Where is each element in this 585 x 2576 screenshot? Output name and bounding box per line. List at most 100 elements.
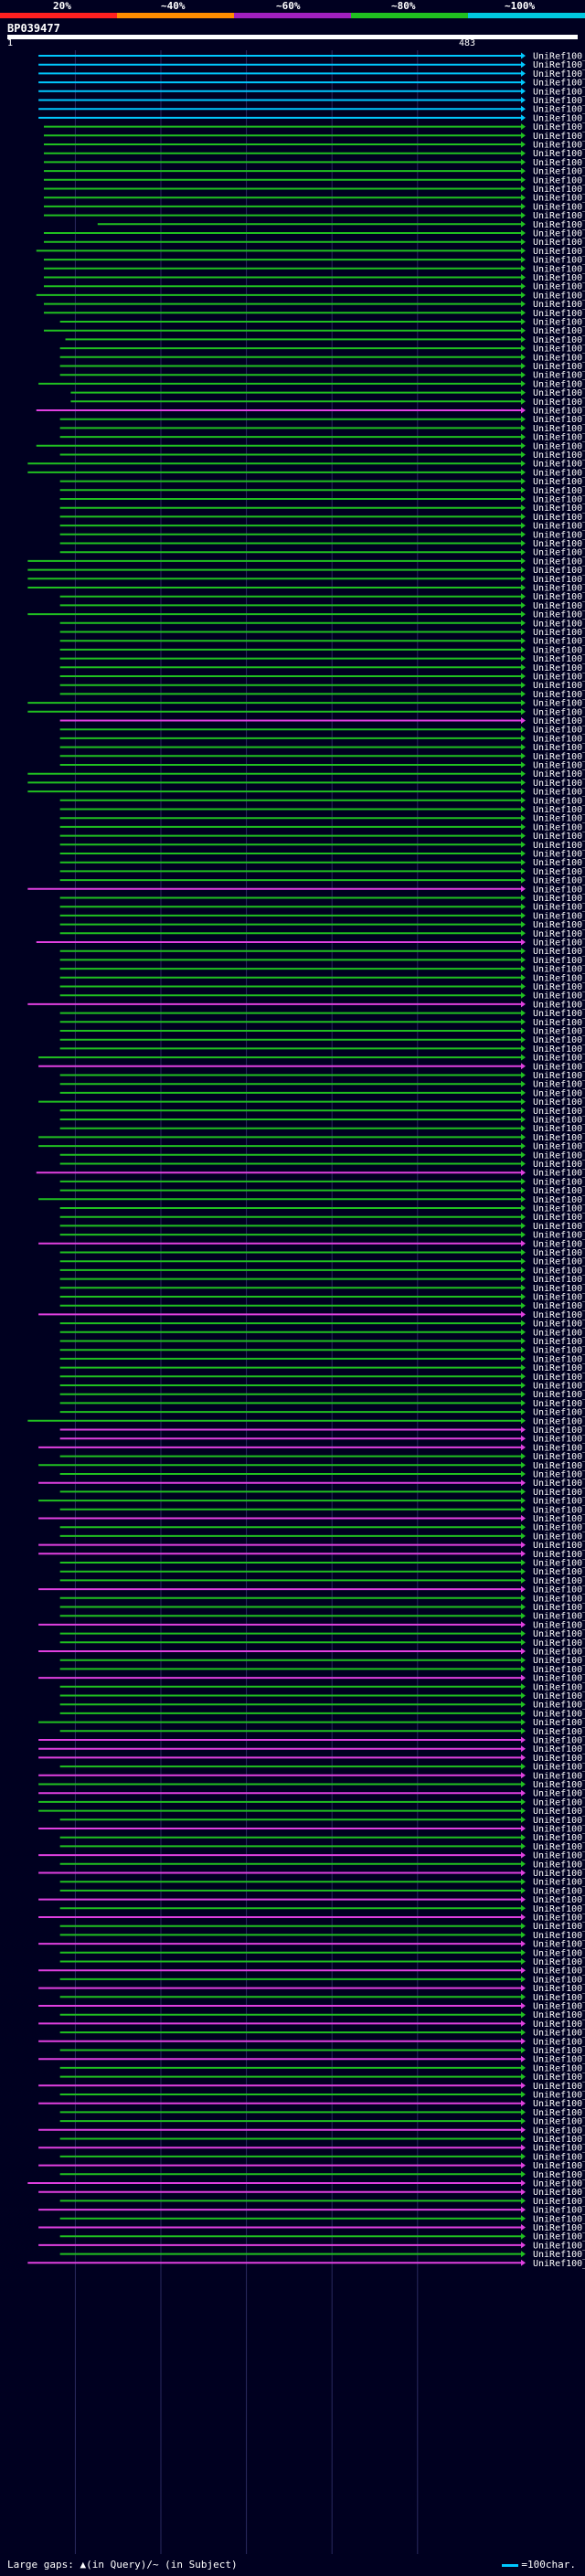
hit-label[interactable]: UniRef100_Q74H19 <box>533 1860 585 1870</box>
hit-label[interactable]: UniRef100_C0W9C8 <box>533 2250 585 2260</box>
hit-label[interactable]: UniRef100_C4A6S2 <box>533 1612 585 1622</box>
hit-label[interactable]: UniRef100_Q1IMK6 <box>533 1869 585 1879</box>
hit-label[interactable]: UniRef100_C4Z738 <box>533 814 585 824</box>
hit-label[interactable]: UniRef100_D0DS71 <box>533 2206 585 2216</box>
hit-label[interactable]: UniRef100_B6L4E1 <box>533 2259 585 2269</box>
hit-label[interactable]: UniRef100_Q9X2K1 <box>533 956 585 966</box>
hit-label[interactable]: UniRef100_C7HUZ2 <box>533 1576 585 1586</box>
hit-label[interactable]: UniRef100_A1ZJ23 <box>533 566 585 576</box>
hit-label[interactable]: UniRef100_O22875 <box>533 96 585 106</box>
hit-label[interactable]: UniRef100_C4E1E3 <box>533 309 585 319</box>
hit-label[interactable]: UniRef100_C5XXS9 <box>533 149 585 159</box>
hit-label[interactable]: UniRef100_A5TRW5 <box>533 1301 585 1311</box>
hit-label[interactable]: UniRef100_C4RCF8 <box>533 1825 585 1835</box>
hit-label[interactable]: UniRef100_A1WKS2 <box>533 2188 585 2198</box>
hit-label[interactable]: UniRef100_C2E4C1 <box>533 1363 585 1373</box>
hit-label[interactable]: UniRef100_C8VQE6 <box>533 1523 585 1533</box>
hit-label[interactable]: UniRef100_C7MRH3 <box>533 822 585 832</box>
hit-label[interactable]: UniRef100_Q8RFG2 <box>533 486 585 496</box>
hit-label[interactable]: UniRef100_Q2RM65 <box>533 734 585 744</box>
hit-label[interactable]: UniRef100_B1Z078 <box>533 1789 585 1799</box>
hit-label[interactable]: UniRef100_B1YNW1 <box>533 1443 585 1453</box>
hit-label[interactable]: UniRef100_Q5L7L5 <box>533 345 585 355</box>
hit-label[interactable]: UniRef100_B1IH07 <box>533 530 585 540</box>
hit-label[interactable]: UniRef100_UPI000... <box>533 2170 585 2180</box>
hit-label[interactable]: UniRef100_Q9R539 <box>533 1416 585 1426</box>
hit-label[interactable]: UniRef100_C8PT94 <box>533 2223 585 2233</box>
hit-label[interactable]: UniRef100_UPI000... <box>533 388 585 398</box>
hit-label[interactable]: UniRef100_A9DQC3 <box>533 1408 585 1418</box>
hit-label[interactable]: UniRef100_Q9M114 <box>533 87 585 97</box>
hit-label[interactable]: UniRef100_A3V5F3 <box>533 1239 585 1249</box>
hit-label[interactable]: UniRef100_C6DYE2 <box>533 1497 585 1507</box>
hit-label[interactable]: UniRef100_B8GTG4 <box>533 1878 585 1888</box>
hit-label[interactable]: UniRef100_B1XYZ4 <box>533 1124 585 1134</box>
hit-label[interactable]: UniRef100_C8WYT5 <box>533 1000 585 1010</box>
hit-label[interactable]: UniRef100_A9AAE2 <box>533 965 585 975</box>
hit-label[interactable]: UniRef100_Q1Q5K3 <box>533 1169 585 1179</box>
hit-label[interactable]: UniRef100_Q6VEZ9 <box>533 1373 585 1383</box>
hit-label[interactable]: UniRef100_Q9EY16 <box>533 601 585 611</box>
hit-label[interactable]: UniRef100_B2GKS6 <box>533 929 585 939</box>
hit-label[interactable]: UniRef100_C3GD2H <box>533 2117 585 2127</box>
hit-label[interactable]: UniRef100_Q04Q08 <box>533 1559 585 1569</box>
hit-label[interactable]: UniRef100_B5I084 <box>533 282 585 292</box>
hit-label[interactable]: UniRef100_C3J058 <box>533 1975 585 1985</box>
hit-label[interactable]: UniRef100_B6VZK6 <box>533 2125 585 2136</box>
hit-label[interactable]: UniRef100_Q6DHY2 <box>533 1248 585 1258</box>
hit-label[interactable]: UniRef100_Q8QFF9 <box>533 1620 585 1630</box>
hit-label[interactable]: UniRef100_B3X224 <box>533 1780 585 1790</box>
hit-label[interactable]: UniRef100_A0LDY7 <box>533 300 585 310</box>
hit-label[interactable]: UniRef100_UPI000... <box>533 876 585 886</box>
hit-label[interactable]: UniRef100_B1ZXW3 <box>533 1665 585 1675</box>
hit-label[interactable]: UniRef100_B9IB86 <box>533 105 585 115</box>
hit-label[interactable]: UniRef100_UPI000... <box>533 1744 585 1754</box>
hit-label[interactable]: UniRef100_Q8BE30 <box>533 1088 585 1098</box>
hit-label[interactable]: UniRef100_C4JT63 <box>533 220 585 230</box>
hit-label[interactable]: UniRef100_B5YE91 <box>533 1035 585 1045</box>
hit-label[interactable]: UniRef100_A8LSP8 <box>533 1390 585 1400</box>
hit-label[interactable]: UniRef100_Q2RML9 <box>533 433 585 443</box>
hit-label[interactable]: UniRef100_A6NYT2 <box>533 1922 585 1932</box>
hit-label[interactable]: UniRef100_C3WRC3 <box>533 2108 585 2118</box>
hit-label[interactable]: UniRef100_C6DGY1 <box>533 841 585 851</box>
hit-label[interactable]: UniRef100_Q5ZT62 <box>533 690 585 700</box>
hit-label[interactable]: UniRef100_B5JWB8 <box>533 1461 585 1471</box>
hit-label[interactable]: UniRef100_B6X2T3 <box>533 1727 585 1737</box>
hit-label[interactable]: UniRef100_Q3DZN6 <box>533 1754 585 1764</box>
hit-label[interactable]: UniRef100_Q4UNP8 <box>533 1532 585 1542</box>
hit-label[interactable]: UniRef100_A9AKE5 <box>533 2197 585 2207</box>
hit-label[interactable]: UniRef100_C0B0P8 <box>533 973 585 983</box>
hit-label[interactable]: UniRef100_C1AW00 <box>533 1567 585 1577</box>
hit-label[interactable]: UniRef100_A5BMT8 <box>533 69 585 80</box>
hit-label[interactable]: UniRef100_UPI000... <box>533 194 585 204</box>
hit-label[interactable]: UniRef100_B1WPU6 <box>533 938 585 949</box>
hit-label[interactable]: UniRef100_UPI000... <box>533 1479 585 1489</box>
hit-label[interactable]: UniRef100_Q8TQD0 <box>533 1948 585 1958</box>
hit-label[interactable]: UniRef100_B1FYG9 <box>533 1701 585 1711</box>
hit-label[interactable]: UniRef100_C0GUH7 <box>533 1904 585 1914</box>
hit-label[interactable]: UniRef100_Q8EP31 <box>533 885 585 895</box>
hit-label[interactable]: UniRef100_UPI000... <box>533 911 585 921</box>
hit-label[interactable]: UniRef100_Q87JZ5 <box>533 495 585 505</box>
hit-label[interactable]: UniRef100_Q0B030 <box>533 1054 585 1064</box>
hit-label[interactable]: UniRef100_C0QCX1 <box>533 982 585 992</box>
hit-label[interactable]: UniRef100_B1FFS2 <box>533 1550 585 1560</box>
hit-label[interactable]: UniRef100_Q1WVB9 <box>533 318 585 328</box>
hit-label[interactable]: UniRef100_Q1EGF2 <box>533 1320 585 1330</box>
hit-label[interactable]: UniRef100_UPI000... <box>533 1718 585 1728</box>
hit-label[interactable]: UniRef100_UPI000... <box>533 2179 585 2189</box>
hit-label[interactable]: UniRef100_A0AKX7 <box>533 1213 585 1223</box>
hit-label[interactable]: UniRef100_UPI000... <box>533 1097 585 1108</box>
hit-label[interactable]: UniRef100_B0Y967 <box>533 2152 585 2162</box>
hit-label[interactable]: UniRef100_C0ZC23 <box>533 1931 585 1941</box>
hit-label[interactable]: UniRef100_B9S4F2 <box>533 122 585 133</box>
hit-label[interactable]: UniRef100_A8V4M0 <box>533 1080 585 1090</box>
hit-label[interactable]: UniRef100_C9N3D2 <box>533 663 585 673</box>
hit-label[interactable]: UniRef100_B6FZN2 <box>533 398 585 408</box>
hit-label[interactable]: UniRef100_Q949P6 <box>533 79 585 89</box>
hit-label[interactable]: UniRef100_C4X8C0 <box>533 681 585 691</box>
hit-label[interactable]: UniRef100_A7NQS3 <box>533 2063 585 2073</box>
hit-label[interactable]: UniRef100_A5VQY4 <box>533 1062 585 1072</box>
hit-label[interactable]: UniRef100_A0AEQ1 <box>533 477 585 487</box>
